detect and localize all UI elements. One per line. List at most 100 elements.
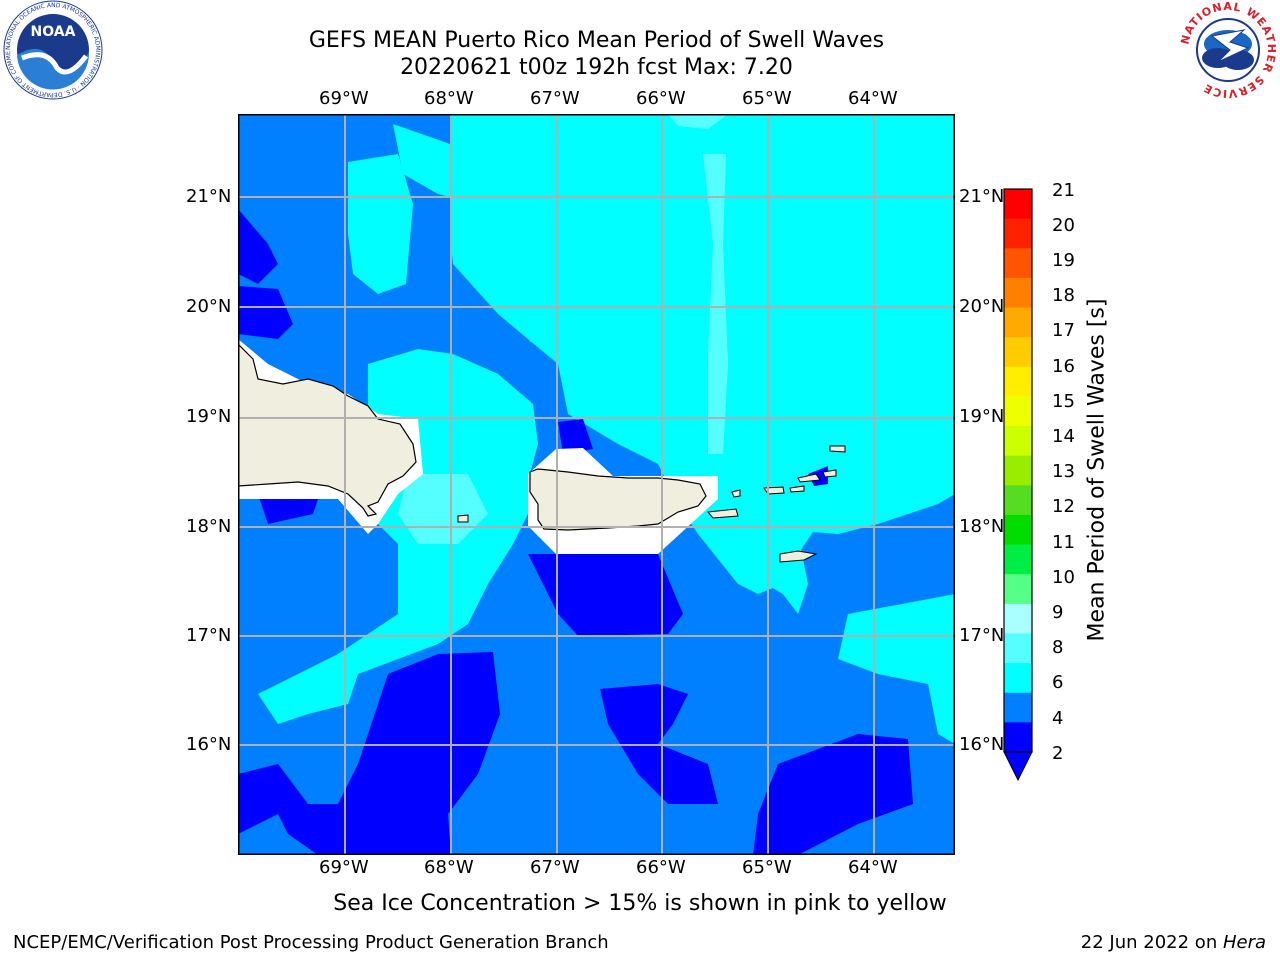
cb-tick-9: 9 xyxy=(1052,602,1064,623)
cb-tick-20: 20 xyxy=(1052,215,1075,236)
colorbar-segment xyxy=(1004,248,1032,279)
cb-tick-4: 4 xyxy=(1052,708,1064,729)
cb-tick-8: 8 xyxy=(1052,637,1064,658)
colorbar-segment xyxy=(1004,455,1032,486)
colorbar-segment xyxy=(1004,544,1032,575)
lat-label-left-21n: 21°N xyxy=(186,186,232,207)
lat-label-right-17n: 17°N xyxy=(959,625,1005,646)
lon-label-bottom-65w: 65°W xyxy=(742,857,792,878)
colorbar-segment xyxy=(1004,722,1032,753)
colorbar-frame xyxy=(1003,188,1033,753)
lat-label-right-16n: 16°N xyxy=(959,734,1005,755)
colorbar-segment xyxy=(1004,633,1032,664)
cb-tick-2: 2 xyxy=(1052,743,1064,764)
lat-label-right-21n: 21°N xyxy=(959,186,1005,207)
cb-tick-10: 10 xyxy=(1052,567,1075,588)
map-title-line1: GEFS MEAN Puerto Rico Mean Period of Swe… xyxy=(308,28,885,53)
land-vieques xyxy=(707,508,739,519)
land-virgin-gorda xyxy=(822,469,837,478)
lat-label-right-20n: 20°N xyxy=(959,296,1005,317)
band-8-9-streak xyxy=(703,154,728,454)
band-6-8-ne-blob xyxy=(393,124,488,204)
colorbar-segment xyxy=(1004,307,1032,338)
lon-label-bottom-66w: 66°W xyxy=(636,857,686,878)
sea-ice-note: Sea Ice Concentration > 15% is shown in … xyxy=(333,891,947,916)
land-anegada xyxy=(829,445,846,453)
colorbar xyxy=(1003,188,1033,782)
band-2-4-nw2 xyxy=(238,286,293,339)
branch-credit: NCEP/EMC/Verification Post Processing Pr… xyxy=(13,932,609,953)
land-st-croix xyxy=(779,550,818,563)
lon-label-bottom-64w: 64°W xyxy=(848,857,898,878)
cb-tick-21: 21 xyxy=(1052,180,1075,201)
colorbar-segment xyxy=(1004,396,1032,427)
colorbar-extend-arrow xyxy=(1003,751,1033,782)
map-title-line2: 20220621 t00z 192h fcst Max: 7.20 xyxy=(400,55,793,80)
cb-tick-14: 14 xyxy=(1052,426,1075,447)
colorbar-segment xyxy=(1004,337,1032,368)
cb-tick-16: 16 xyxy=(1052,356,1075,377)
colorbar-segment xyxy=(1004,426,1032,457)
lon-label-top-67w: 67°W xyxy=(530,88,580,109)
band-2-4-nw1 xyxy=(238,209,278,284)
colorbar-segment xyxy=(1004,366,1032,397)
cb-tick-17: 17 xyxy=(1052,320,1075,341)
map-frame xyxy=(238,114,955,855)
lon-label-bottom-69w: 69°W xyxy=(319,857,369,878)
lon-label-top-65w: 65°W xyxy=(742,88,792,109)
cb-tick-6: 6 xyxy=(1052,672,1064,693)
nws-logo: NATIONAL WEATHER SERVICE xyxy=(1178,0,1277,100)
lat-label-right-18n: 18°N xyxy=(959,516,1005,537)
band-6-8-channel xyxy=(258,349,538,724)
colorbar-segment xyxy=(1004,692,1032,723)
colorbar-segment xyxy=(1004,663,1032,694)
land-tortola xyxy=(797,473,821,483)
colorbar-label: Mean Period of Swell Waves [s] xyxy=(1084,298,1110,642)
lon-label-top-66w: 66°W xyxy=(636,88,686,109)
cb-tick-13: 13 xyxy=(1052,461,1075,482)
swell-period-map[interactable] xyxy=(238,114,955,855)
lat-label-left-18n: 18°N xyxy=(186,516,232,537)
colorbar-segment xyxy=(1004,218,1032,249)
lat-label-left-16n: 16°N xyxy=(186,734,232,755)
cb-tick-18: 18 xyxy=(1052,285,1075,306)
lon-label-bottom-68w: 68°W xyxy=(424,857,474,878)
colorbar-segment xyxy=(1004,485,1032,516)
band-6-8-south-east xyxy=(838,594,955,744)
band-6-8-center-blob xyxy=(514,254,558,344)
band-2-4-hisp xyxy=(258,494,318,524)
lon-label-top-68w: 68°W xyxy=(424,88,474,109)
noaa-logo: NATIONAL OCEANIC AND ATMOSPHERIC ADMINIS… xyxy=(2,0,103,100)
band-2-4-south-mid xyxy=(600,684,718,804)
band-2-4-pr-south xyxy=(528,554,683,636)
land-culebra xyxy=(731,489,741,498)
lon-label-top-69w: 69°W xyxy=(319,88,369,109)
lat-label-left-17n: 17°N xyxy=(186,625,232,646)
land-st-john xyxy=(789,485,805,493)
band-2-4-monapass xyxy=(558,419,593,454)
lat-label-left-19n: 19°N xyxy=(186,406,232,427)
band-2-4-south xyxy=(238,652,500,855)
colorbar-segment xyxy=(1004,514,1032,546)
cb-tick-15: 15 xyxy=(1052,391,1075,412)
run-date-prefix: 22 Jun 2022 on xyxy=(1080,932,1223,953)
lon-label-bottom-67w: 67°W xyxy=(530,857,580,878)
run-date: 22 Jun 2022 on Hera xyxy=(1081,932,1266,953)
land-hispaniola xyxy=(238,343,417,517)
lat-label-right-19n: 19°N xyxy=(959,406,1005,427)
cb-tick-19: 19 xyxy=(1052,250,1075,271)
colorbar-segment xyxy=(1004,603,1032,634)
cb-tick-11: 11 xyxy=(1052,532,1075,553)
colorbar-segment xyxy=(1004,574,1032,605)
noaa-logo-text: NOAA xyxy=(31,24,76,40)
machine-name: Hera xyxy=(1222,932,1266,953)
band-6-8-se-arm xyxy=(738,524,808,614)
graticule xyxy=(238,114,955,855)
lat-label-left-20n: 20°N xyxy=(186,296,232,317)
land-mona-island xyxy=(457,514,469,523)
cb-tick-12: 12 xyxy=(1052,496,1075,517)
band-8-9-topstrip xyxy=(668,114,728,129)
band-6-8-nw-blob xyxy=(348,154,413,294)
colorbar-segment xyxy=(1004,189,1032,220)
lon-label-top-64w: 64°W xyxy=(848,88,898,109)
